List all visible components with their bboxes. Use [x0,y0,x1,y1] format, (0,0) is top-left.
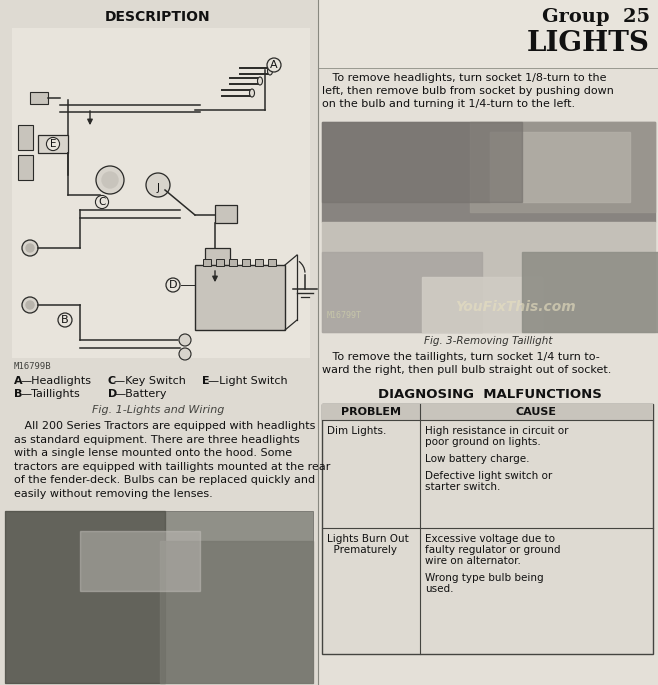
Circle shape [26,301,34,309]
Circle shape [179,334,191,346]
Bar [322,404,653,654]
Bar [12,28,310,358]
Text: D: D [108,389,117,399]
Text: wire on alternator.: wire on alternator. [425,556,521,566]
Bar [322,404,653,420]
Text: To remove headlights, turn socket 1/8-turn to the
left, then remove bulb from so: To remove headlights, turn socket 1/8-tu… [322,73,614,110]
Bar [195,265,285,330]
Text: A: A [270,60,278,70]
Text: C: C [108,376,116,386]
Bar [205,248,230,268]
Bar [160,541,313,683]
Bar [0,0,318,685]
Text: All 200 Series Tractors are equipped with headlights
as standard equipment. Ther: All 200 Series Tractors are equipped wit… [14,421,330,499]
Bar [216,259,224,266]
Text: Prematurely: Prematurely [327,545,397,555]
Bar [322,222,655,332]
Circle shape [102,172,118,188]
Bar [242,259,250,266]
Text: D: D [168,280,177,290]
Text: To remove the taillights, turn socket 1/4 turn to-
ward the right, then pull bul: To remove the taillights, turn socket 1/… [322,352,611,375]
Bar [322,122,655,332]
Bar [5,511,165,683]
Circle shape [22,240,38,256]
Circle shape [179,348,191,360]
Bar [38,135,68,153]
Text: DESCRIPTION: DESCRIPTION [105,10,211,24]
Bar [215,205,237,223]
Bar [229,259,237,266]
Circle shape [26,244,34,252]
Text: —Taillights: —Taillights [20,389,80,399]
Text: M16799B: M16799B [14,362,51,371]
Text: Defective light switch or: Defective light switch or [425,471,552,481]
Text: Group  25: Group 25 [542,8,650,26]
Text: Fig. 3-Removing Taillight: Fig. 3-Removing Taillight [424,336,553,346]
Text: M16799T: M16799T [327,311,362,320]
Bar [470,122,655,212]
Text: poor ground on lights.: poor ground on lights. [425,437,541,447]
Bar [318,0,658,68]
Text: —Key Switch: —Key Switch [114,376,186,386]
Bar [422,277,542,332]
Bar [5,511,313,683]
Text: B: B [61,315,69,325]
Bar [30,92,48,104]
Bar [80,531,200,591]
Text: Fig. 1-Lights and Wiring: Fig. 1-Lights and Wiring [92,405,224,415]
Circle shape [146,173,170,197]
Text: Excessive voltage due to: Excessive voltage due to [425,534,555,544]
Text: starter switch.: starter switch. [425,482,500,492]
Text: E: E [50,139,56,149]
Circle shape [96,166,124,194]
Text: C: C [98,197,106,207]
Bar [18,125,33,150]
Text: —Light Switch: —Light Switch [208,376,288,386]
Bar [268,259,276,266]
Text: High resistance in circuit or: High resistance in circuit or [425,426,569,436]
Bar [322,122,522,202]
Text: DIAGNOSING  MALFUNCTIONS: DIAGNOSING MALFUNCTIONS [378,388,602,401]
Text: —Headlights: —Headlights [20,376,91,386]
Bar [255,259,263,266]
Text: LIGHTS: LIGHTS [527,30,650,57]
Text: Wrong type bulb being: Wrong type bulb being [425,573,544,583]
Bar [322,122,655,222]
Text: B: B [14,389,22,399]
Text: used.: used. [425,584,453,594]
Ellipse shape [268,67,272,75]
Bar [522,252,658,332]
Ellipse shape [249,89,255,97]
Text: J: J [157,183,159,193]
Bar [490,132,630,202]
Bar [18,155,33,180]
Text: Low battery charge.: Low battery charge. [425,454,530,464]
Text: PROBLEM: PROBLEM [341,407,401,417]
Text: —Battery: —Battery [114,389,166,399]
Text: Dim Lights.: Dim Lights. [327,426,386,436]
Bar [203,259,211,266]
Circle shape [22,297,38,313]
Text: CAUSE: CAUSE [516,407,557,417]
Text: Lights Burn Out: Lights Burn Out [327,534,409,544]
Bar [322,252,482,332]
Ellipse shape [257,77,263,85]
Text: E: E [202,376,210,386]
Text: YouFixThis.com: YouFixThis.com [455,300,576,314]
Text: A: A [14,376,22,386]
Text: faulty regulator or ground: faulty regulator or ground [425,545,561,555]
